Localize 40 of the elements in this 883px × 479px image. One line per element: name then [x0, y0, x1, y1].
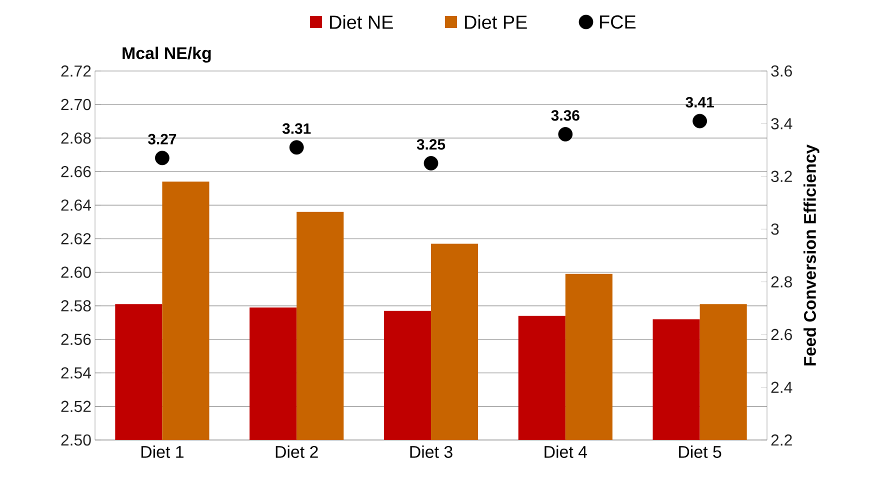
y2-tick-label: 2.6 — [771, 328, 792, 340]
point — [289, 140, 304, 155]
y-tick-label: 2.68 — [61, 132, 91, 144]
data-label: 3.25 — [416, 139, 446, 150]
data-label: 3.36 — [551, 110, 580, 121]
y2-tick-label: 2.8 — [771, 276, 792, 288]
x-tick-label: Diet 5 — [679, 446, 722, 458]
y-tick-label: 2.58 — [61, 300, 91, 312]
y2-axis-title: Feed Conversion Efficiency — [804, 144, 820, 366]
data-label: 3.41 — [686, 96, 714, 108]
y-tick-label: 2.50 — [61, 434, 91, 446]
data-label: 3.27 — [148, 134, 176, 144]
x-tick-label: Diet 3 — [410, 446, 452, 458]
y-tick-label: 2.62 — [61, 233, 91, 244]
y2-tick-label: 3 — [771, 223, 779, 235]
y-axis-title: Mcal NE/kg — [122, 46, 211, 63]
legend-label: Diet NE — [330, 15, 393, 29]
y-tick-label: 2.52 — [61, 400, 91, 412]
y2-tick-label: 2.4 — [771, 382, 792, 393]
x-tick-label: Diet 2 — [276, 446, 318, 458]
y-tick-label: 2.72 — [61, 65, 91, 77]
y-tick-label: 2.54 — [61, 367, 92, 379]
data-label: 3.31 — [282, 123, 311, 134]
y-tick-label: 2.60 — [61, 266, 91, 278]
y2-tick-label: 3.2 — [771, 170, 792, 182]
y-tick-label: 2.66 — [61, 166, 91, 178]
y2-tick-label: 2.2 — [771, 434, 792, 446]
y2-tick-label: 3.6 — [771, 65, 792, 77]
legend-label: Diet PE — [465, 15, 527, 29]
x-tick-label: Diet 4 — [544, 446, 588, 458]
x-tick-label: Diet 1 — [141, 446, 184, 458]
point — [424, 156, 438, 170]
y2-tick-label: 3.4 — [771, 118, 792, 130]
y-tick-label: 2.56 — [61, 334, 91, 345]
y-tick-label: 2.64 — [61, 200, 92, 211]
point — [692, 114, 708, 128]
legend-label: FCE — [600, 15, 636, 29]
point — [558, 127, 573, 142]
point — [155, 150, 170, 166]
y-tick-label: 2.70 — [61, 98, 91, 110]
